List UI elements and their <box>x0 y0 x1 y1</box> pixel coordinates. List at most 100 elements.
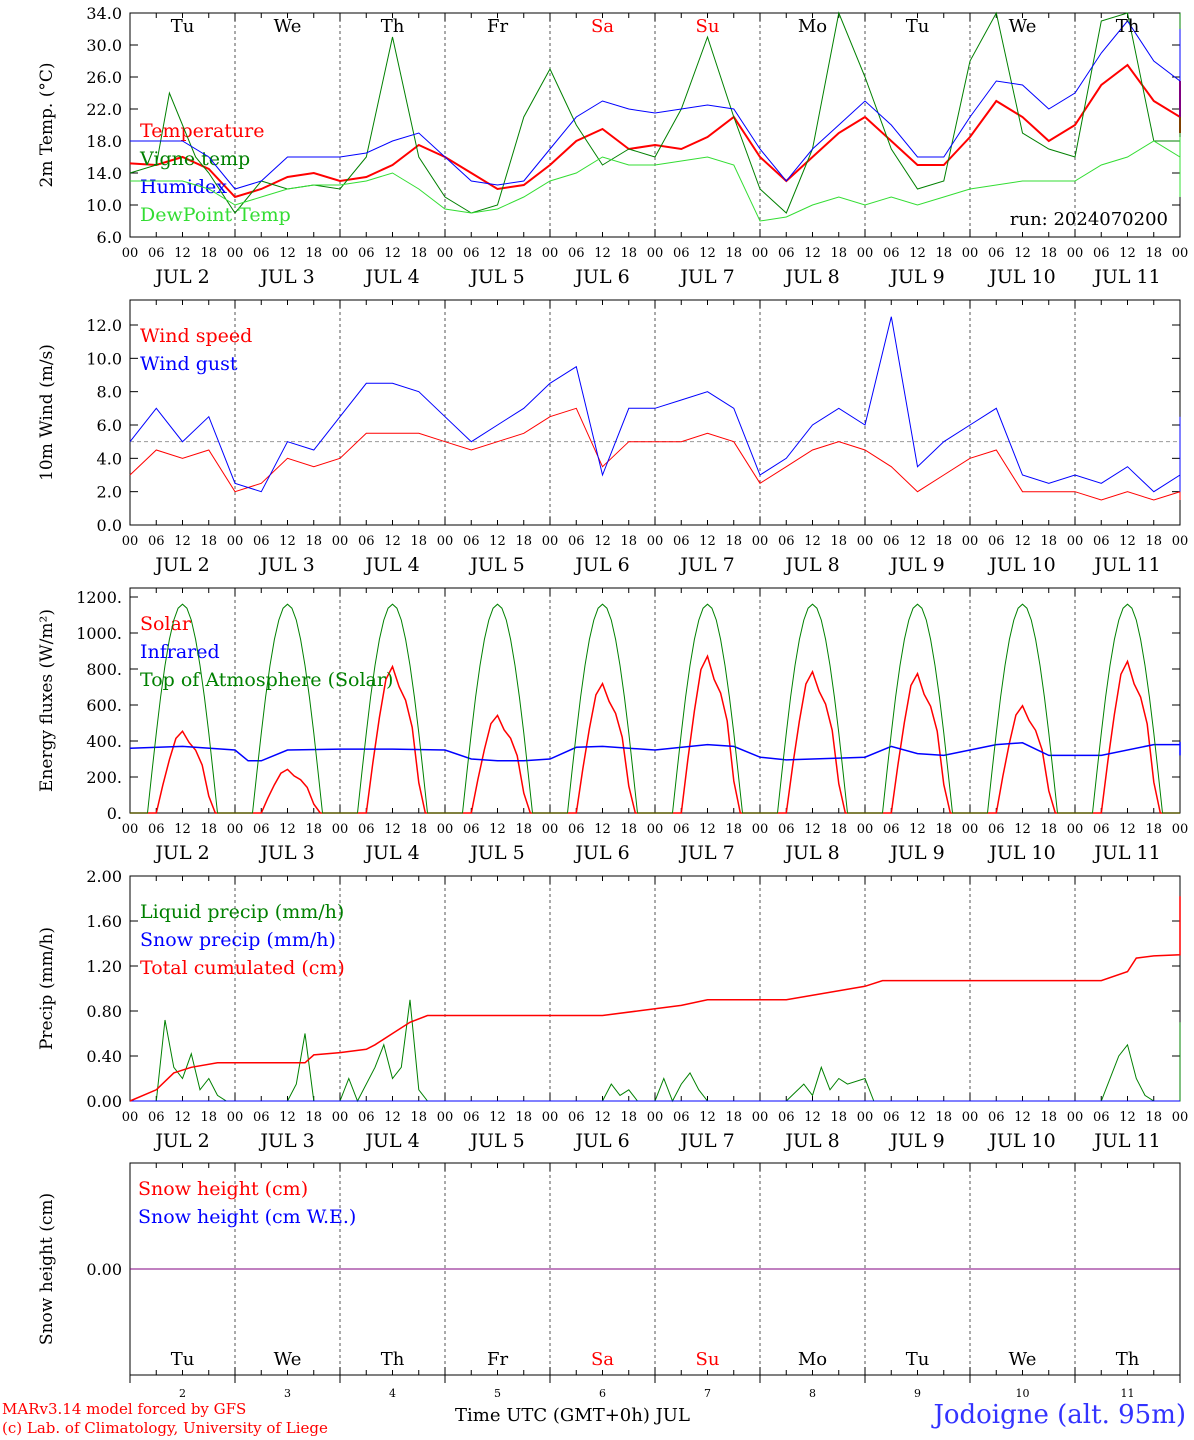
hour-label: 18 <box>200 534 217 549</box>
y-tick-label: 200. <box>86 768 122 787</box>
legend-entry: Temperature <box>140 120 264 142</box>
hour-label: 06 <box>253 246 270 261</box>
date-label: JUL 11 <box>1092 266 1160 288</box>
hour-label: 12 <box>1119 1110 1136 1125</box>
y-tick-label: 0.80 <box>86 1002 122 1021</box>
hour-label: 06 <box>253 822 270 837</box>
y-tick-label: 0.00 <box>86 1092 122 1111</box>
hour-label: 06 <box>148 1110 165 1125</box>
legend-entry: Wind gust <box>140 353 238 375</box>
hour-label: 06 <box>358 246 375 261</box>
legend-entry: Wind speed <box>140 325 252 347</box>
hour-label: 12 <box>384 534 401 549</box>
hour-label: 06 <box>253 1110 270 1125</box>
hour-label: 06 <box>568 822 585 837</box>
date-label: JUL 9 <box>888 842 944 864</box>
panel-frame <box>129 587 1181 814</box>
hour-label: 06 <box>778 822 795 837</box>
weekday-label: We <box>1009 16 1037 37</box>
hour-label: 12 <box>594 1110 611 1125</box>
hour-label: 06 <box>988 534 1005 549</box>
hour-label: 18 <box>725 822 742 837</box>
hour-label: 00 <box>752 246 769 261</box>
hour-label: 18 <box>620 246 637 261</box>
hour-label: 18 <box>1040 1110 1057 1125</box>
date-label: JUL 4 <box>363 554 419 576</box>
date-label: JUL 6 <box>573 266 629 288</box>
hour-label: 18 <box>515 246 532 261</box>
hour-label: 00 <box>122 246 139 261</box>
hour-label: 18 <box>830 246 847 261</box>
hour-label: 00 <box>542 1110 559 1125</box>
panel-3: 0. 200. 400. 600. 800. 1000. 1200. Energy fluxe… <box>37 587 1188 864</box>
weekday-label: Sa <box>591 16 614 37</box>
hour-label: 18 <box>935 822 952 837</box>
hour-label: 00 <box>1172 1110 1189 1125</box>
hour-label: 06 <box>463 822 480 837</box>
series-top-of-atmosphere-solar- <box>130 603 1180 814</box>
day-number: 6 <box>599 1387 606 1400</box>
hour-label: 06 <box>883 246 900 261</box>
hour-label: 00 <box>437 1110 454 1125</box>
hour-label: 12 <box>594 822 611 837</box>
hour-label: 18 <box>1040 246 1057 261</box>
hour-label: 00 <box>542 246 559 261</box>
y-tick-label: 18.0 <box>86 132 122 151</box>
date-label: JUL 3 <box>258 266 314 288</box>
series-total-cumulated-cm- <box>129 896 1181 1102</box>
date-label: JUL 2 <box>153 1130 209 1152</box>
weekday-label: Tu <box>906 1349 930 1370</box>
hour-label: 06 <box>988 1110 1005 1125</box>
hour-label: 18 <box>515 822 532 837</box>
hour-label: 00 <box>962 534 979 549</box>
date-label: JUL 5 <box>468 1130 524 1152</box>
y-axis-label: Snow height (cm) <box>37 1193 57 1345</box>
hour-label: 06 <box>463 534 480 549</box>
legend-entry: Snow precip (mm/h) <box>140 929 336 951</box>
hour-label: 18 <box>305 1110 322 1125</box>
weekday-label: Fr <box>487 16 508 37</box>
hour-label: 18 <box>200 246 217 261</box>
date-label: JUL 8 <box>783 1130 839 1152</box>
y-tick-label: 1200. <box>76 588 122 607</box>
hour-label: 12 <box>489 822 506 837</box>
hour-label: 12 <box>174 534 191 549</box>
hour-label: 12 <box>489 534 506 549</box>
hour-label: 18 <box>830 1110 847 1125</box>
hour-label: 06 <box>358 534 375 549</box>
hour-label: 12 <box>174 246 191 261</box>
hour-label: 12 <box>279 246 296 261</box>
footer-model-label: MARv3.14 model forced by GFS <box>2 1400 247 1418</box>
date-label: JUL 11 <box>1092 842 1160 864</box>
y-tick-label: 4.0 <box>97 449 122 468</box>
hour-label: 00 <box>1067 246 1084 261</box>
y-tick-label: 600. <box>86 696 122 715</box>
date-label: JUL 7 <box>678 842 734 864</box>
hour-label: 18 <box>305 822 322 837</box>
y-tick-label: 30.0 <box>86 36 122 55</box>
hour-label: 18 <box>200 822 217 837</box>
hour-label: 18 <box>830 534 847 549</box>
weekday-label: Th <box>1116 16 1140 37</box>
hour-label: 12 <box>909 822 926 837</box>
legend-entry: Snow height (cm) <box>138 1178 308 1200</box>
hour-label: 00 <box>857 246 874 261</box>
day-number: 9 <box>914 1387 921 1400</box>
hour-label: 00 <box>332 1110 349 1125</box>
date-label: JUL 9 <box>888 1130 944 1152</box>
hour-label: 12 <box>1014 534 1031 549</box>
hour-label: 00 <box>227 822 244 837</box>
hour-label: 06 <box>148 246 165 261</box>
weekday-label: Th <box>381 16 405 37</box>
hour-label: 06 <box>883 822 900 837</box>
hour-label: 06 <box>568 246 585 261</box>
hour-label: 06 <box>568 534 585 549</box>
y-tick-label: 2.0 <box>97 483 122 502</box>
day-number: 8 <box>809 1387 816 1400</box>
legend-entry: Infrared <box>140 641 220 663</box>
weekday-label: Su <box>696 16 720 37</box>
hour-label: 00 <box>227 534 244 549</box>
hour-label: 12 <box>804 1110 821 1125</box>
weekday-label: We <box>274 1349 302 1370</box>
